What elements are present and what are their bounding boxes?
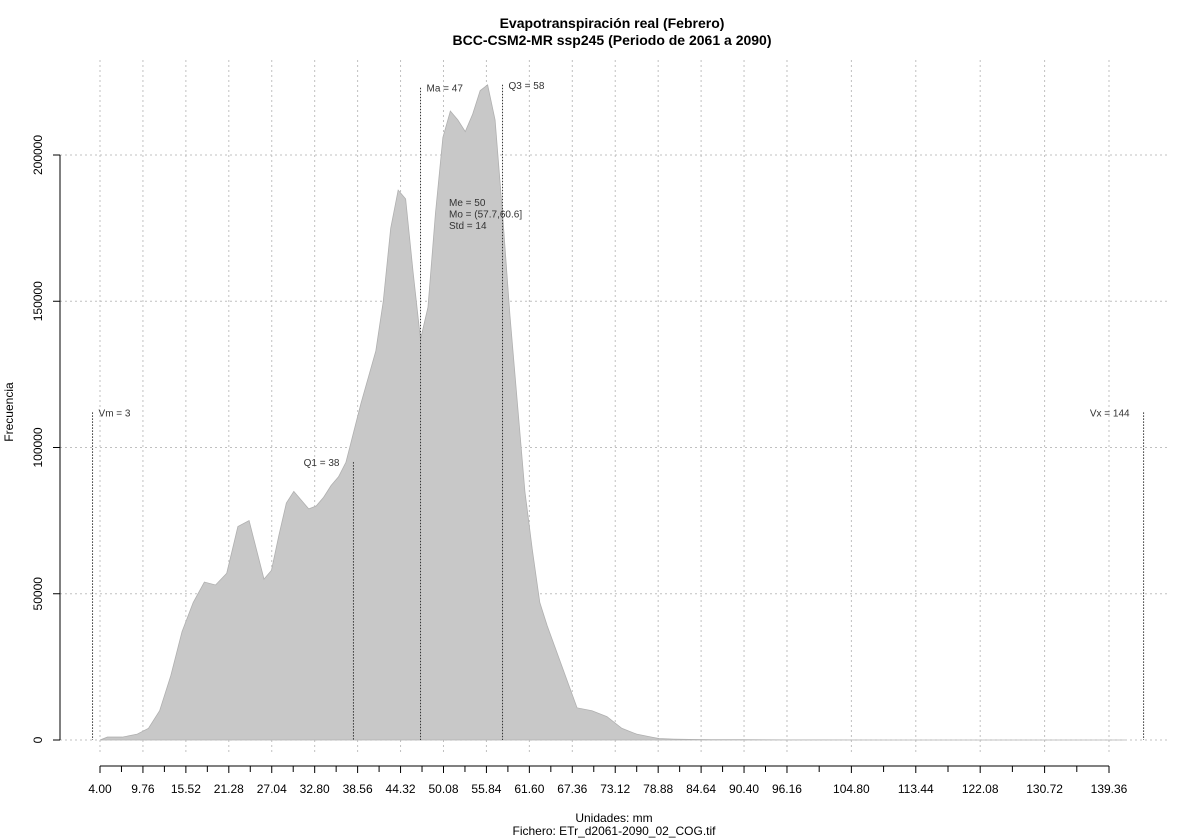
x-tick-label: 44.32 — [386, 782, 416, 796]
x-tick-label: 50.08 — [428, 782, 458, 796]
marker-label: Q1 = 38 — [304, 458, 340, 469]
marker-label: Ma = 47 — [427, 84, 464, 95]
file-caption: Fichero: ETr_d2061-2090_02_COG.tif — [513, 824, 717, 838]
stat-line: Me = 50 — [449, 198, 486, 209]
x-tick-label: 104.80 — [833, 782, 870, 796]
x-tick-label: 130.72 — [1026, 782, 1063, 796]
x-tick-label: 67.36 — [557, 782, 587, 796]
x-tick-label: 9.76 — [131, 782, 155, 796]
marker-label: Q3 = 58 — [509, 81, 545, 92]
frequency-area — [99, 84, 1125, 741]
x-tick-label: 4.00 — [88, 782, 112, 796]
y-tick-label: 150000 — [31, 281, 45, 321]
y-axis-label: Frecuencia — [2, 382, 16, 442]
x-tick-label: 73.12 — [600, 782, 630, 796]
stat-line: Mo = (57.7,60.6] — [449, 210, 522, 221]
chart-subtitle: BCC-CSM2-MR ssp245 (Periodo de 2061 a 20… — [453, 32, 772, 48]
marker-label: Vm = 3 — [99, 408, 131, 419]
y-tick-label: 100000 — [31, 427, 45, 467]
markers: Vm = 3 Q1 = 38 Ma = 47 Q3 = 58 Vx = 144 — [92, 81, 1145, 740]
y-tick-label: 50000 — [31, 577, 45, 611]
stat-line: Std = 14 — [449, 221, 487, 232]
x-tick-label: 27.04 — [257, 782, 287, 796]
y-tick-label: 200000 — [31, 135, 45, 175]
x-tick-label: 32.80 — [300, 782, 330, 796]
x-tick-label: 84.64 — [686, 782, 716, 796]
x-tick-label: 139.36 — [1091, 782, 1128, 796]
x-tick-label: 122.08 — [962, 782, 999, 796]
y-axis: 0 50000 100000 150000 200000 — [31, 135, 61, 743]
chart-title: Evapotranspiración real (Febrero) — [500, 15, 725, 31]
x-tick-label: 113.44 — [898, 782, 934, 796]
x-axis-label: Unidades: mm — [575, 811, 652, 825]
x-tick-label: 21.28 — [214, 782, 244, 796]
x-tick-label: 15.52 — [171, 782, 201, 796]
x-tick-label: 38.56 — [343, 782, 373, 796]
x-tick-label: 55.84 — [471, 782, 501, 796]
x-axis: 4.00 9.76 15.52 21.28 27.04 32.80 38.56 44.32 50… — [88, 765, 1128, 796]
y-tick-label: 0 — [31, 736, 45, 743]
x-tick-label: 90.40 — [729, 782, 759, 796]
x-tick-label: 96.16 — [772, 782, 802, 796]
x-tick-label: 78.88 — [643, 782, 673, 796]
x-tick-label: 61.60 — [514, 782, 544, 796]
marker-label: Vx = 144 — [1090, 408, 1130, 419]
